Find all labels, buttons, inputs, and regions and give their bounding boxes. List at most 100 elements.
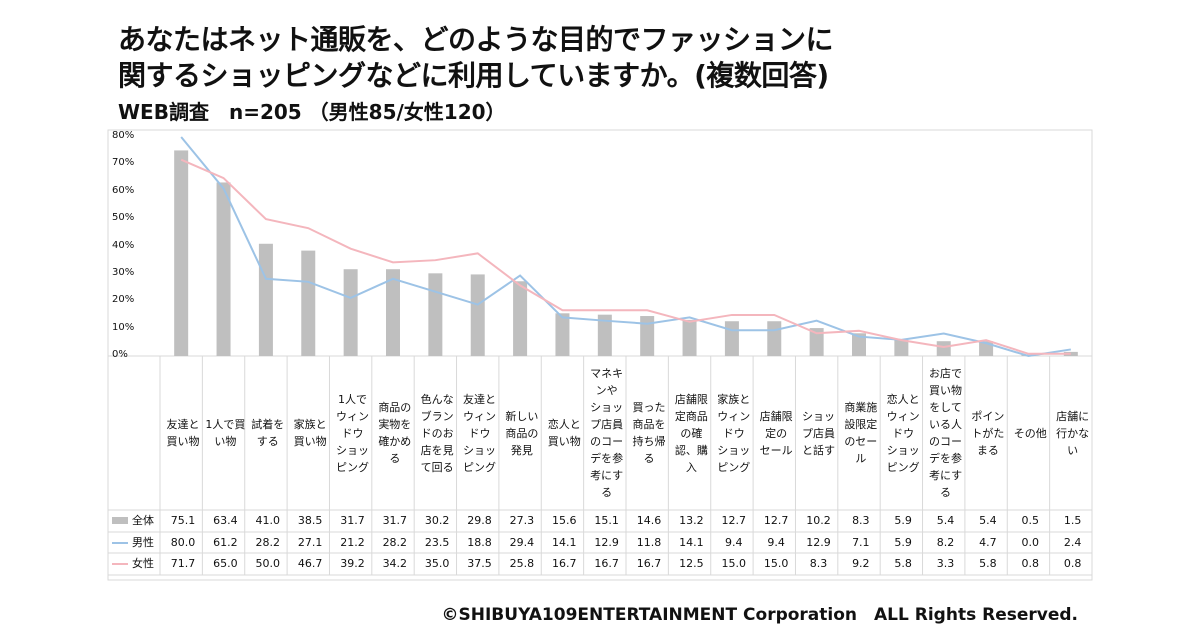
- table-cell: 8.2: [936, 536, 955, 549]
- legend-line-swatch: [112, 562, 128, 565]
- title-line-1: あなたはネット通販を、どのような目的でファッションに: [118, 23, 834, 56]
- category-label: マネキ ンや ショッ プ店員 のコー デを参 考にす る: [590, 367, 624, 499]
- bar-11: [640, 316, 655, 356]
- table-cell: 37.5: [467, 557, 492, 570]
- category-label: 店舗限 定の セール: [759, 409, 793, 457]
- y-tick-label: 70%: [112, 157, 135, 169]
- table-cell: 75.1: [170, 514, 196, 527]
- table-cell: 15.1: [594, 514, 619, 527]
- table-cell: 28.2: [382, 536, 408, 549]
- table-cell: 12.9: [594, 536, 619, 549]
- table-cell: 14.1: [552, 536, 577, 549]
- table-cell: 4.7: [979, 536, 997, 549]
- table-cell: 13.2: [679, 514, 704, 527]
- table-cell: 63.4: [213, 514, 238, 527]
- table-cell: 12.5: [679, 557, 704, 570]
- bar-12: [682, 319, 697, 356]
- table-cell: 5.4: [979, 514, 997, 527]
- bar-5: [386, 269, 400, 356]
- bar-4: [343, 269, 358, 356]
- table-cell: 28.2: [255, 536, 280, 549]
- bar-9: [555, 313, 570, 356]
- category-label: 商品の 実物を 確かめ る: [378, 401, 412, 465]
- y-tick-label: 60%: [112, 184, 135, 196]
- bar-3: [301, 250, 316, 356]
- bar-6: [428, 273, 443, 356]
- bar-1: [216, 182, 231, 356]
- bar-0: [174, 150, 189, 356]
- table-cell: 16.7: [636, 557, 662, 570]
- table-cell: 12.7: [763, 514, 789, 527]
- table-cell: 16.7: [594, 557, 619, 570]
- table-cell: 5.9: [894, 536, 912, 549]
- y-tick-label: 80%: [112, 130, 135, 141]
- table-cell: 31.7: [382, 514, 408, 527]
- legend-bar-swatch: [112, 517, 128, 524]
- table-cell: 15.6: [552, 514, 577, 527]
- table-cell: 15.0: [763, 557, 789, 570]
- y-tick-label: 40%: [112, 239, 135, 251]
- table-cell: 5.9: [894, 514, 912, 527]
- table-cell: 5.8: [894, 557, 912, 570]
- table-cell: 0.8: [1021, 557, 1040, 570]
- table-cell: 12.9: [806, 536, 831, 549]
- table-cell: 41.0: [255, 514, 280, 527]
- bar-17: [894, 339, 909, 356]
- category-label: 家族と 買い物: [293, 418, 327, 448]
- table-cell: 61.2: [213, 536, 238, 549]
- table-cell: 3.3: [936, 557, 955, 570]
- y-tick-label: 10%: [112, 321, 135, 333]
- table-cell: 9.4: [767, 536, 785, 549]
- legend-line-swatch: [112, 541, 128, 544]
- category-label: ポイン トがた まる: [971, 409, 1005, 457]
- table-cell: 15.0: [721, 557, 746, 570]
- bar-13: [724, 321, 739, 356]
- bar-18: [936, 341, 951, 356]
- category-label: 家族と ウィン ドウ ショッ ピング: [717, 392, 751, 474]
- table-cell: 9.4: [724, 536, 743, 549]
- table-cell: 9.2: [852, 557, 870, 570]
- table-cell: 1.5: [1063, 514, 1082, 527]
- legend-0: 全体: [112, 510, 154, 531]
- table-cell: 8.3: [852, 514, 870, 527]
- copyright-footer: ©SHIBUYA109ENTERTAINMENT Corporation ALL…: [441, 605, 1078, 625]
- table-cell: 29.8: [467, 514, 492, 527]
- table-cell: 34.2: [382, 557, 408, 570]
- table-cell: 21.2: [340, 536, 365, 549]
- table-cell: 50.0: [255, 557, 280, 570]
- category-label: 恋人と ウィン ドウ ショッ ピング: [886, 392, 920, 474]
- bar-16: [852, 333, 866, 356]
- category-label: 色んな ブラン ドのお 店を見 て回る: [420, 392, 454, 474]
- legend-label: 女性: [132, 557, 154, 570]
- table-cell: 0.8: [1063, 557, 1082, 570]
- title-line-2: 関するショッピングなどに利用していますか。(複数回答): [118, 59, 829, 92]
- table-cell: 0.0: [1021, 536, 1040, 549]
- bar-10: [597, 314, 612, 356]
- table-cell: 14.1: [679, 536, 704, 549]
- table-cell: 65.0: [213, 557, 238, 570]
- y-tick-label: 50%: [112, 212, 135, 224]
- category-label: 恋人と 買い物: [547, 418, 581, 448]
- category-label: ショッ プ店員 と話す: [801, 409, 835, 457]
- category-label: その他: [1013, 426, 1047, 440]
- bar-2: [258, 243, 273, 356]
- category-label: 商業施 設限定 のセー ル: [844, 401, 878, 465]
- chart-subtitle: WEB調査 n=205 （男性85/女性120）: [118, 100, 506, 124]
- table-cell: 16.7: [552, 557, 577, 570]
- category-label: 試着を する: [251, 418, 285, 448]
- chart-border: [107, 129, 1093, 581]
- table-cell: 39.2: [340, 557, 365, 570]
- table-cell: 27.1: [297, 536, 323, 549]
- table-cell: 7.1: [852, 536, 870, 549]
- category-label: 友達と 買い物: [166, 418, 200, 448]
- table-cell: 38.5: [297, 514, 323, 527]
- table-cell: 18.8: [467, 536, 492, 549]
- table-cell: 10.2: [806, 514, 831, 527]
- legend-2: 女性: [112, 553, 154, 574]
- legend-label: 全体: [132, 514, 154, 527]
- table-cell: 31.7: [340, 514, 365, 527]
- table-cell: 30.2: [424, 514, 450, 527]
- category-label: 買った 商品を 持ち帰 る: [632, 401, 666, 465]
- series-line-male: [180, 136, 1071, 358]
- category-label: 友達と ウィン ドウ ショッ ピング: [463, 392, 497, 474]
